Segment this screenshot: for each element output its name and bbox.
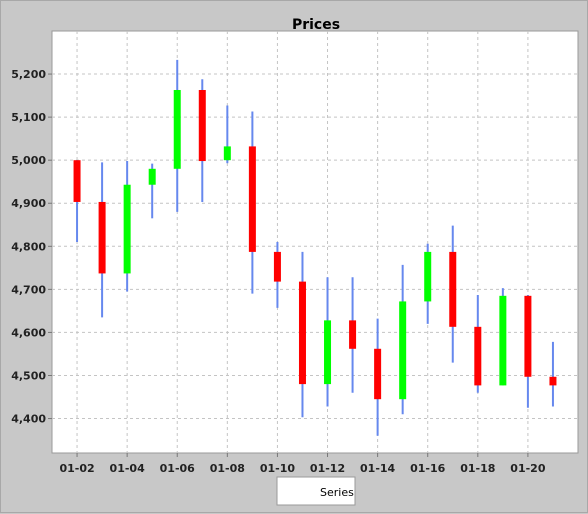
x-tick-label: 01-18 <box>460 462 495 475</box>
candle-body <box>474 326 482 386</box>
candle-body <box>524 295 532 377</box>
plot-area <box>51 30 579 454</box>
candle-body <box>449 251 457 327</box>
legend: Series <box>276 476 356 506</box>
candle-body <box>499 295 507 386</box>
y-tick-label: 4,500 <box>11 369 46 382</box>
x-tick-label: 01-04 <box>110 462 146 475</box>
x-tick-label: 01-16 <box>410 462 446 475</box>
candle-body <box>173 89 181 169</box>
candle-body <box>248 146 256 252</box>
candle-body <box>349 320 357 349</box>
candle-body <box>223 146 231 161</box>
y-tick-label: 4,700 <box>11 283 46 296</box>
x-tick-label: 01-08 <box>210 462 245 475</box>
x-tick-label: 01-06 <box>160 462 196 475</box>
candle-body <box>148 168 156 185</box>
x-tick-label: 01-10 <box>260 462 296 475</box>
y-tick-label: 4,600 <box>11 326 46 339</box>
x-tick-label: 01-02 <box>59 462 94 475</box>
axes: 4,400 4,500 4,600 4,700 4,800 4,900 5,000 5,100… <box>11 68 546 475</box>
chart-title: Prices <box>292 17 340 33</box>
candle-body <box>123 184 131 274</box>
candle-body <box>324 320 332 385</box>
y-tick-label: 5,200 <box>11 68 46 81</box>
candle-body <box>424 251 432 302</box>
y-tick-label: 5,100 <box>11 111 46 124</box>
y-tick-label: 5,000 <box>11 154 46 167</box>
candle-body <box>298 281 306 385</box>
candle-body <box>73 160 81 202</box>
candle-body <box>198 89 206 162</box>
x-tick-label: 01-12 <box>310 462 345 475</box>
candle-body <box>374 348 382 400</box>
y-tick-label: 4,900 <box>11 197 46 210</box>
candle-body <box>399 301 407 400</box>
candle-body <box>98 201 106 274</box>
candle-body <box>273 251 281 282</box>
candles <box>73 59 557 436</box>
legend-box <box>276 476 356 506</box>
x-tick-label: 01-20 <box>510 462 546 475</box>
candle-body <box>549 376 557 386</box>
y-tick-label: 4,400 <box>11 413 46 426</box>
y-tick-label: 4,800 <box>11 240 46 253</box>
legend-entry-series: Series <box>320 486 354 499</box>
x-tick-label: 01-14 <box>360 462 396 475</box>
